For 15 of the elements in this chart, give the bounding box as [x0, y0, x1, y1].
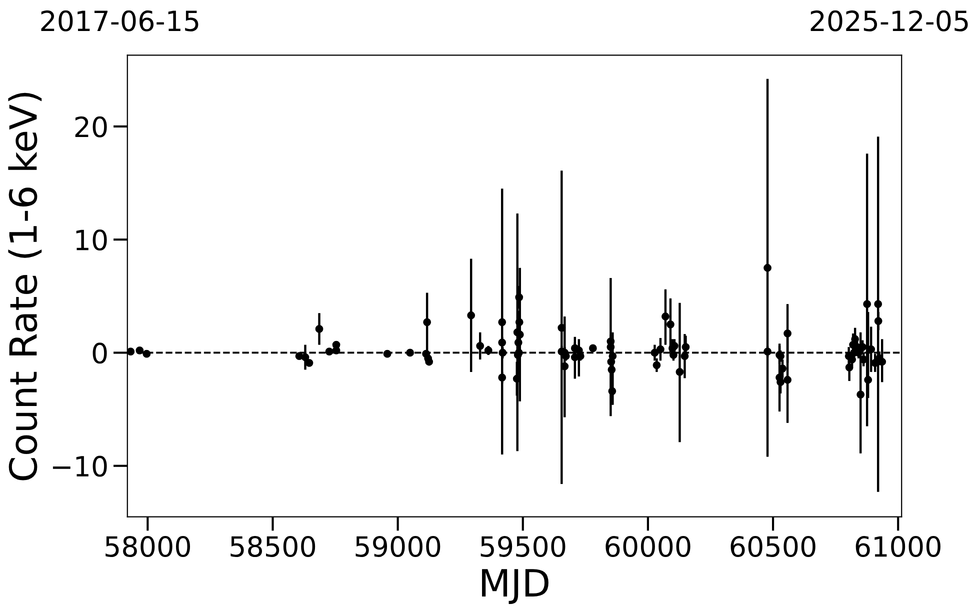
- text: 2017-06-15: [41, 10, 198, 32]
- y-tick-label: 10: [76, 230, 107, 251]
- x-tick-label: 60000: [606, 536, 690, 558]
- x-tick-label: 58500: [230, 536, 316, 558]
- x-tick-label: 60500: [730, 536, 816, 558]
- x-axis-title: MJD: [482, 569, 548, 604]
- x-tick-label: 59500: [480, 536, 566, 558]
- y-tick-label: 20: [75, 116, 107, 138]
- x-tick-label: 59000: [356, 536, 440, 558]
- y-tick-label: −10: [52, 456, 107, 477]
- y-tick-label: 0: [92, 342, 107, 364]
- text: 2025-12-05: [810, 10, 968, 32]
- y-axis-title: Count Rate (1-6 keV): [8, 92, 42, 480]
- x-tick-label: 61000: [856, 536, 940, 558]
- x-tick-label: 58000: [106, 536, 190, 558]
